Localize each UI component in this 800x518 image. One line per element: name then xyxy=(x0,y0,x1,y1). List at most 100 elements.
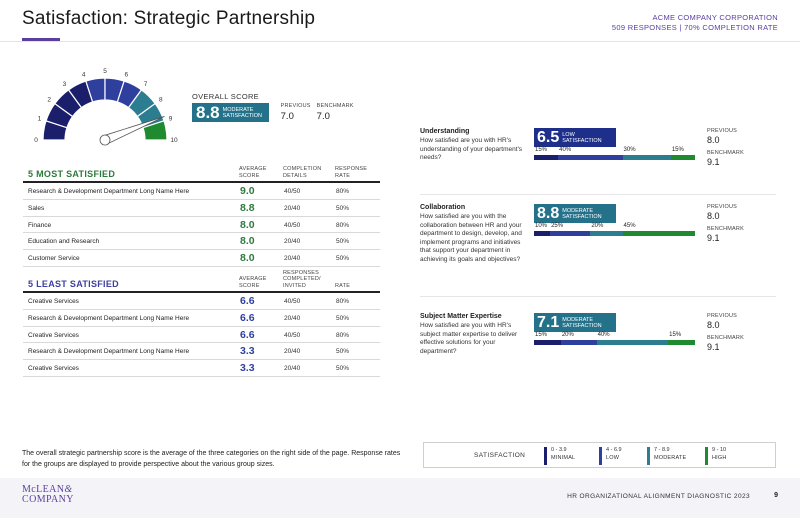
distribution-segment xyxy=(622,155,671,160)
gauge-tick-label: 0 xyxy=(34,137,38,144)
group-score: 6.6 xyxy=(240,295,255,307)
previous-label: PREVIOUS xyxy=(280,103,311,109)
group-score: 8.0 xyxy=(240,218,255,231)
group-name: Research & Development Department Long N… xyxy=(28,188,190,195)
gauge-tick-label: 10 xyxy=(170,137,178,144)
group-name: Creative Services xyxy=(28,331,79,339)
gauge-tick-label: 3 xyxy=(63,81,67,88)
group-completion: 20/40 xyxy=(284,365,301,373)
benchmark-label: BENCHMARK xyxy=(316,103,354,109)
legend-item: 7 - 8.9 MODERATE xyxy=(647,447,686,465)
distribution-segment xyxy=(590,231,623,236)
header-meta: ACME COMPANY CORPORATION 509 RESPONSES |… xyxy=(612,13,778,33)
category-level: MODERATE SATISFACTION xyxy=(562,207,602,220)
group-score: 8.0 xyxy=(240,252,255,265)
legend-label: MODERATE xyxy=(654,455,687,461)
distribution-label: 40% xyxy=(597,332,610,338)
logo-ampersand: & xyxy=(64,484,73,495)
distribution-segment xyxy=(534,231,551,236)
gauge-tick-label: 4 xyxy=(82,71,86,78)
distribution-label: 10% xyxy=(535,223,548,229)
category-score-box: 8.8 MODERATE SATISFACTION xyxy=(534,204,616,223)
group-completion: 20/40 xyxy=(284,238,301,246)
previous-value: 8.0 xyxy=(707,320,720,330)
category-divider xyxy=(420,194,776,195)
table-row: Creative Services 6.6 40/50 80% xyxy=(23,293,380,310)
group-score: 9.0 xyxy=(240,185,255,197)
group-completion: 20/40 xyxy=(284,348,301,356)
gauge-tick-label: 5 xyxy=(103,68,107,75)
legend-item: 0 - 3.9 MINIMAL xyxy=(544,447,575,465)
previous-value: 7.0 xyxy=(280,111,294,122)
distribution-segment xyxy=(560,340,597,345)
group-name: Education and Research xyxy=(28,238,100,246)
distribution-labels: 10% 25% 20% 45% xyxy=(534,223,695,231)
previous-label: PREVIOUS xyxy=(707,313,738,319)
group-completion: 20/40 xyxy=(284,255,301,263)
benchmark-value: 9.1 xyxy=(707,233,720,243)
benchmark-label: BENCHMARK xyxy=(707,150,744,156)
distribution-segment xyxy=(596,340,669,345)
overall-score-box: 8.8 MODERATE SATISFACTION xyxy=(192,103,269,122)
group-name: Research & Development Department Long N… xyxy=(28,314,190,322)
group-score: 3.3 xyxy=(240,345,255,358)
gauge-tick-label: 6 xyxy=(125,71,129,78)
gauge-tick-label: 8 xyxy=(159,96,163,103)
distribution-labels: 15% 20% 40% 15% xyxy=(534,332,695,340)
previous-value: 8.0 xyxy=(707,211,720,221)
group-response-rate: 50% xyxy=(336,314,350,322)
logo-line-1: McLEAN xyxy=(22,484,65,495)
least-satisfied-table: 5 LEAST SATISFIED AVERAGE SCORE RESPONSE… xyxy=(23,270,380,377)
gauge-tick-label: 1 xyxy=(38,116,42,123)
least-satisfied-title: 5 LEAST SATISFIED xyxy=(28,279,119,289)
table-row: Customer Service 8.0 20/40 50% xyxy=(23,250,380,267)
category-block: Understanding How satisfied are you with … xyxy=(420,128,775,198)
distribution-bar xyxy=(534,340,695,345)
legend-title: SATISFACTION xyxy=(474,452,526,459)
page-title: Satisfaction: Strategic Partnership xyxy=(22,8,316,29)
table-row: Research & Development Department Long N… xyxy=(23,183,380,200)
distribution-label: 25% xyxy=(551,223,564,229)
category-level: MODERATE SATISFACTION xyxy=(562,316,602,329)
distribution-bar xyxy=(534,231,695,236)
group-score: 8.8 xyxy=(240,201,255,214)
satisfaction-legend: SATISFACTION 0 - 3.9 MINIMAL 4 - 6.9 LOW 7 -… xyxy=(423,442,776,468)
category-divider xyxy=(420,296,776,297)
benchmark-value: 9.1 xyxy=(707,157,720,167)
category-score-box: 6.5 LOW SATISFACTION xyxy=(534,128,616,147)
distribution-bar xyxy=(534,155,695,160)
category-block: Subject Matter Expertise How satisfied ar… xyxy=(420,313,775,383)
group-response-rate: 50% xyxy=(336,255,350,263)
group-completion: 20/40 xyxy=(284,314,301,322)
gauge-hub xyxy=(99,134,111,146)
footnote: The overall strategic partnership score … xyxy=(22,450,401,468)
group-completion: 40/50 xyxy=(284,188,301,195)
distribution-labels: 15% 40% 30% 15% xyxy=(534,147,695,155)
table-row: Finance 8.0 40/50 80% xyxy=(23,217,380,234)
overall-score-value: 8.8 xyxy=(196,102,220,122)
group-name: Customer Service xyxy=(28,255,80,263)
group-completion: 40/50 xyxy=(284,331,301,339)
category-question: How satisfied are you with HR's understa… xyxy=(420,137,523,161)
previous-label: PREVIOUS xyxy=(707,204,738,210)
group-response-rate: 50% xyxy=(336,204,350,212)
group-name: Finance xyxy=(28,221,52,229)
table-row: Creative Services 6.6 40/50 80% xyxy=(23,327,380,344)
table-row: Sales 8.8 20/40 50% xyxy=(23,200,380,217)
distribution-label: 15% xyxy=(535,147,548,153)
legend-label: LOW xyxy=(606,455,620,461)
legend-item: 4 - 6.9 LOW xyxy=(599,447,622,465)
category-question: How satisfied are you with the collabora… xyxy=(420,213,522,263)
distribution-label: 40% xyxy=(559,147,572,153)
table-row: Research & Development Department Long N… xyxy=(23,343,380,361)
overall-score-block: OVERALL SCORE 8.8 MODERATE SATISFACTION … xyxy=(192,92,354,122)
legend-label: HIGH xyxy=(712,455,727,461)
category-question: How satisfied are you with HR's subject … xyxy=(420,322,518,355)
col-rate: RATE xyxy=(335,282,351,289)
overall-benchmark: BENCHMARK 7.0 xyxy=(317,103,354,122)
table-row: Creative Services 3.3 20/40 50% xyxy=(23,360,380,377)
footer-report-title: HR ORGANIZATIONAL ALIGNMENT DIAGNOSTIC 2… xyxy=(567,493,750,500)
category-level: LOW SATISFACTION xyxy=(562,131,602,144)
table-row: Research & Development Department Long N… xyxy=(23,310,380,327)
category-title: Subject Matter Expertise xyxy=(420,313,502,320)
